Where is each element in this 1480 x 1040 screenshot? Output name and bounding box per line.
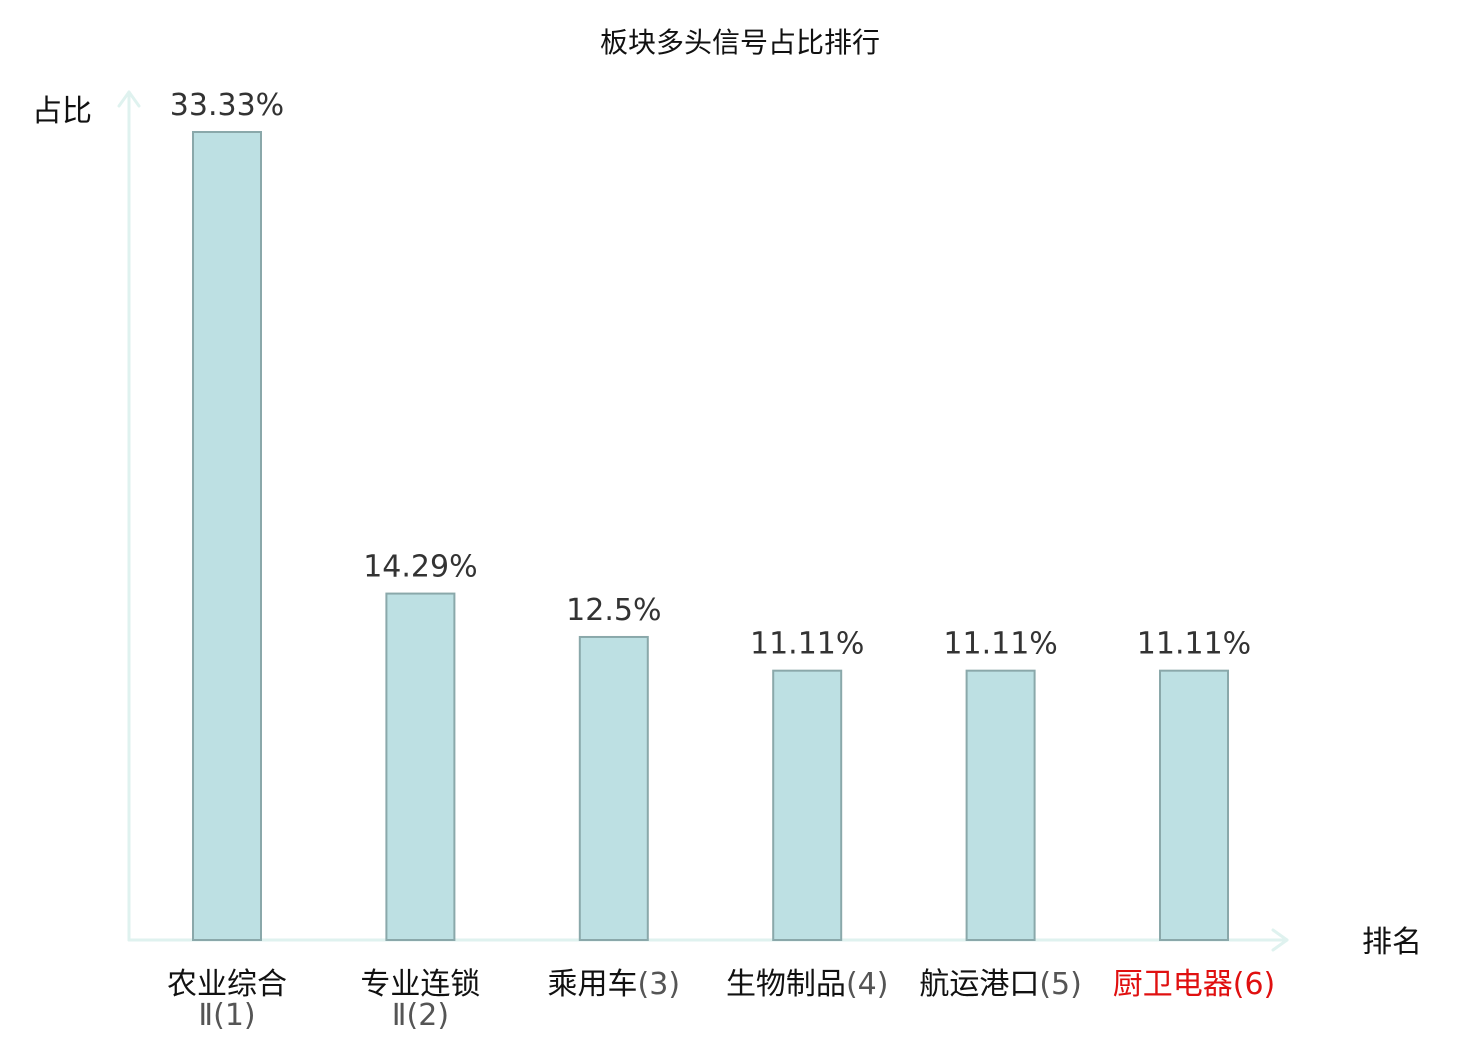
x-tick-name-6: 厨卫电器 [1113,967,1233,1002]
x-axis-arrow [1271,928,1289,952]
x-axis: 排名 [127,925,1422,960]
x-tick-label-2: 专业连锁 Ⅱ(2) [360,967,480,1033]
y-axis: 占比 [32,90,141,942]
x-axis-label: 排名 [1362,925,1422,960]
x-tick-name-2: 专业连锁 [360,967,480,1002]
x-tick-label-5: 航运港口(5) [919,967,1082,1002]
bar-4 [772,669,843,942]
chart-title: 板块多头信号占比排行 [600,26,880,59]
bar-5 [965,669,1036,942]
x-tick-label-3: 乘用车(3) [548,967,681,1002]
value-label-6: 11.11% [1137,627,1251,662]
value-label-3: 12.5% [566,593,661,628]
x-tick-rank-5: (5) [1039,967,1082,1002]
bars-group [192,131,1229,942]
x-tick-name-1: 农业综合 [167,967,287,1002]
x-tick-name-4: 生物制品 [726,967,846,1002]
x-tick-label-6: 厨卫电器(6) [1113,967,1276,1002]
x-tick-rank-3: (3) [638,967,681,1002]
x-tick-name-5: 航运港口 [919,967,1039,1002]
y-axis-label: 占比 [32,94,92,129]
bar-3 [578,635,649,942]
bar-2 [385,592,456,941]
y-axis-arrow [117,90,141,108]
value-label-4: 11.11% [750,627,864,662]
x-tick-rank-1: Ⅱ(1) [198,998,255,1033]
value-label-5: 11.11% [943,627,1057,662]
x-tick-rank-2: Ⅱ(2) [392,998,449,1033]
x-tick-name-3: 乘用车 [548,967,638,1002]
value-label-1: 33.33% [170,88,284,123]
x-tick-label-1: 农业综合 Ⅱ(1) [167,967,287,1033]
bar-6 [1159,669,1229,942]
x-tick-rank-4: (4) [846,967,889,1002]
x-tick-labels-group: 农业综合 Ⅱ(1) 专业连锁 Ⅱ(2) 乘用车(3) 生物制品(4) 航运港口(5) 厨卫电器… [167,967,1275,1033]
value-label-2: 14.29% [363,550,477,585]
bar-1 [192,131,262,941]
value-labels-group: 33.33% 14.29% 12.5% 11.11% 11.11% 11.11% [170,88,1251,662]
x-tick-label-4: 生物制品(4) [726,967,889,1002]
x-tick-rank-6: (6) [1233,967,1276,1002]
